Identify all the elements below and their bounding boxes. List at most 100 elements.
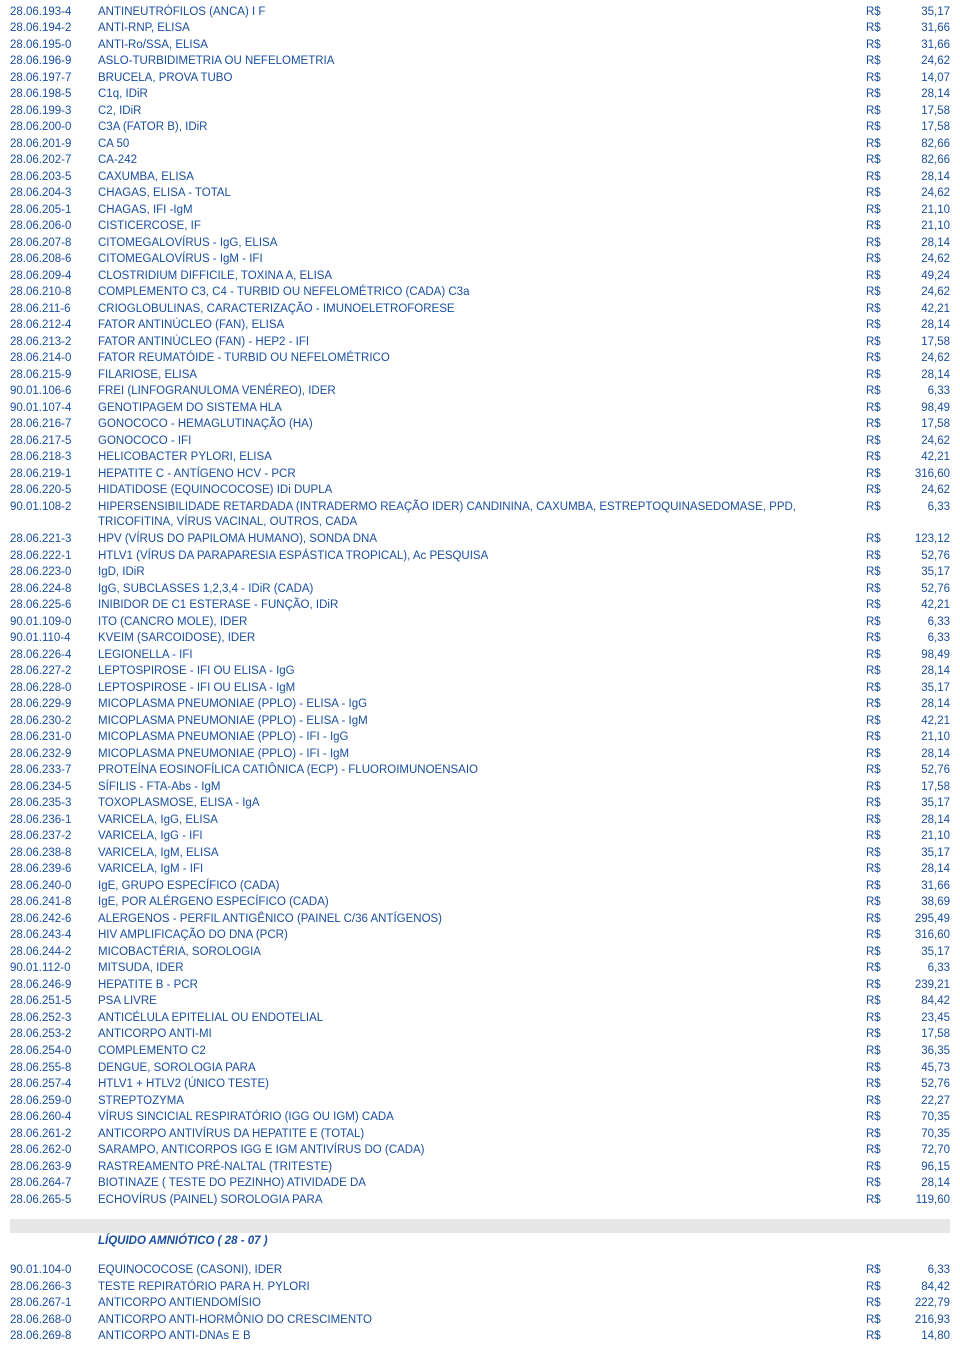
currency-cell: R$ [866,87,894,103]
value-cell: 14,07 [894,71,950,87]
currency-cell: R$ [866,318,894,334]
value-cell: 28,14 [894,318,950,334]
code-cell: 90.01.109-0 [10,615,98,631]
value-cell: 31,66 [894,21,950,37]
description-cell: RASTREAMENTO PRÉ-NALTAL (TRITESTE) [98,1160,866,1176]
currency-cell: R$ [866,615,894,631]
code-cell: 28.06.225-6 [10,598,98,614]
code-cell: 28.06.202-7 [10,153,98,169]
table-row: 28.06.260-4VÍRUS SINCICIAL RESPIRATÓRIO … [10,1110,950,1127]
code-cell: 28.06.255-8 [10,1061,98,1077]
value-cell: 17,58 [894,104,950,120]
code-cell: 28.06.242-6 [10,912,98,928]
table-row: 28.06.212-4FATOR ANTINÚCLEO (FAN), ELISA… [10,318,950,335]
value-cell: 21,10 [894,730,950,746]
code-cell: 28.06.203-5 [10,170,98,186]
value-cell: 31,66 [894,879,950,895]
currency-cell: R$ [866,252,894,268]
code-cell: 28.06.204-3 [10,186,98,202]
currency-cell: R$ [866,1077,894,1093]
value-cell: 28,14 [894,170,950,186]
code-cell: 28.06.253-2 [10,1027,98,1043]
description-cell: LEGIONELLA - IFI [98,648,866,664]
code-cell: 28.06.212-4 [10,318,98,334]
value-cell: 17,58 [894,780,950,796]
table-row: 28.06.259-0STREPTOZYMAR$22,27 [10,1093,950,1110]
currency-cell: R$ [866,895,894,911]
description-cell: VARICELA, IgM - IFI [98,862,866,878]
currency-cell: R$ [866,1094,894,1110]
description-cell: CA-242 [98,153,866,169]
value-cell: 35,17 [894,846,950,862]
currency-cell: R$ [866,483,894,499]
value-cell: 28,14 [894,813,950,829]
code-cell: 28.06.261-2 [10,1127,98,1143]
code-cell: 28.06.205-1 [10,203,98,219]
currency-cell: R$ [866,153,894,169]
currency-cell: R$ [866,104,894,120]
description-cell: BRUCELA, PROVA TUBO [98,71,866,87]
currency-cell: R$ [866,631,894,647]
description-cell: CAXUMBA, ELISA [98,170,866,186]
table-row: 28.06.246-9HEPATITE B - PCRR$239,21 [10,977,950,994]
description-cell: CLOSTRIDIUM DIFFICILE, TOXINA A, ELISA [98,269,866,285]
code-cell: 28.06.209-4 [10,269,98,285]
currency-cell: R$ [866,450,894,466]
code-cell: 28.06.226-4 [10,648,98,664]
code-cell: 28.06.222-1 [10,549,98,565]
code-cell: 28.06.263-9 [10,1160,98,1176]
value-cell: 35,17 [894,945,950,961]
description-cell: HTLV1 (VÍRUS DA PARAPARESIA ESPÁSTICA TR… [98,549,866,565]
currency-cell: R$ [866,730,894,746]
description-cell: CISTICERCOSE, IF [98,219,866,235]
currency-cell: R$ [866,137,894,153]
description-cell: INIBIDOR DE C1 ESTERASE - FUNÇÃO, IDiR [98,598,866,614]
description-cell: FATOR ANTINÚCLEO (FAN) - HEP2 - IFI [98,335,866,351]
table-row: 28.06.197-7BRUCELA, PROVA TUBOR$14,07 [10,70,950,87]
description-cell: SÍFILIS - FTA-Abs - IgM [98,780,866,796]
description-cell: C2, IDiR [98,104,866,120]
description-cell: DENGUE, SOROLOGIA PARA [98,1061,866,1077]
currency-cell: R$ [866,1313,894,1329]
currency-cell: R$ [866,5,894,21]
code-cell: 28.06.198-5 [10,87,98,103]
value-cell: 119,60 [894,1193,950,1209]
table-row: 28.06.252-3ANTICÉLULA EPITELIAL OU ENDOT… [10,1010,950,1027]
table-row: 28.06.207-8CITOMEGALOVÍRUS - IgG, ELISAR… [10,235,950,252]
code-cell: 28.06.213-2 [10,335,98,351]
code-cell: 28.06.194-2 [10,21,98,37]
value-cell: 6,33 [894,384,950,400]
currency-cell: R$ [866,368,894,384]
currency-cell: R$ [866,912,894,928]
table-row: 28.06.235-3TOXOPLASMOSE, ELISA - IgAR$35… [10,796,950,813]
code-cell: 28.06.223-0 [10,565,98,581]
code-cell: 90.01.108-2 [10,500,98,516]
value-cell: 24,62 [894,434,950,450]
value-cell: 35,17 [894,796,950,812]
section-divider [10,1219,950,1233]
code-cell: 28.06.220-5 [10,483,98,499]
description-cell: HIV AMPLIFICAÇÃO DO DNA (PCR) [98,928,866,944]
table-row: 28.06.219-1HEPATITE C - ANTÍGENO HCV - P… [10,466,950,483]
table-row: 90.01.107-4GENOTIPAGEM DO SISTEMA HLAR$9… [10,400,950,417]
currency-cell: R$ [866,994,894,1010]
description-cell: ANTICORPO ANTIENDOMÍSIO [98,1296,866,1312]
code-cell: 28.06.243-4 [10,928,98,944]
currency-cell: R$ [866,714,894,730]
description-cell: HEPATITE C - ANTÍGENO HCV - PCR [98,467,866,483]
currency-cell: R$ [866,862,894,878]
value-cell: 35,17 [894,681,950,697]
value-cell: 6,33 [894,961,950,977]
table-row: 28.06.201-9CA 50R$82,66 [10,136,950,153]
table-row: 28.06.239-6VARICELA, IgM - IFIR$28,14 [10,862,950,879]
currency-cell: R$ [866,697,894,713]
value-cell: 24,62 [894,351,950,367]
description-cell: IgE, POR ALÉRGENO ESPECÍFICO (CADA) [98,895,866,911]
code-cell: 28.06.228-0 [10,681,98,697]
table-row: 28.06.234-5SÍFILIS - FTA-Abs - IgMR$17,5… [10,779,950,796]
value-cell: 28,14 [894,697,950,713]
description-cell: KVEIM (SARCOIDOSE), IDER [98,631,866,647]
currency-cell: R$ [866,54,894,70]
value-cell: 52,76 [894,582,950,598]
currency-cell: R$ [866,796,894,812]
